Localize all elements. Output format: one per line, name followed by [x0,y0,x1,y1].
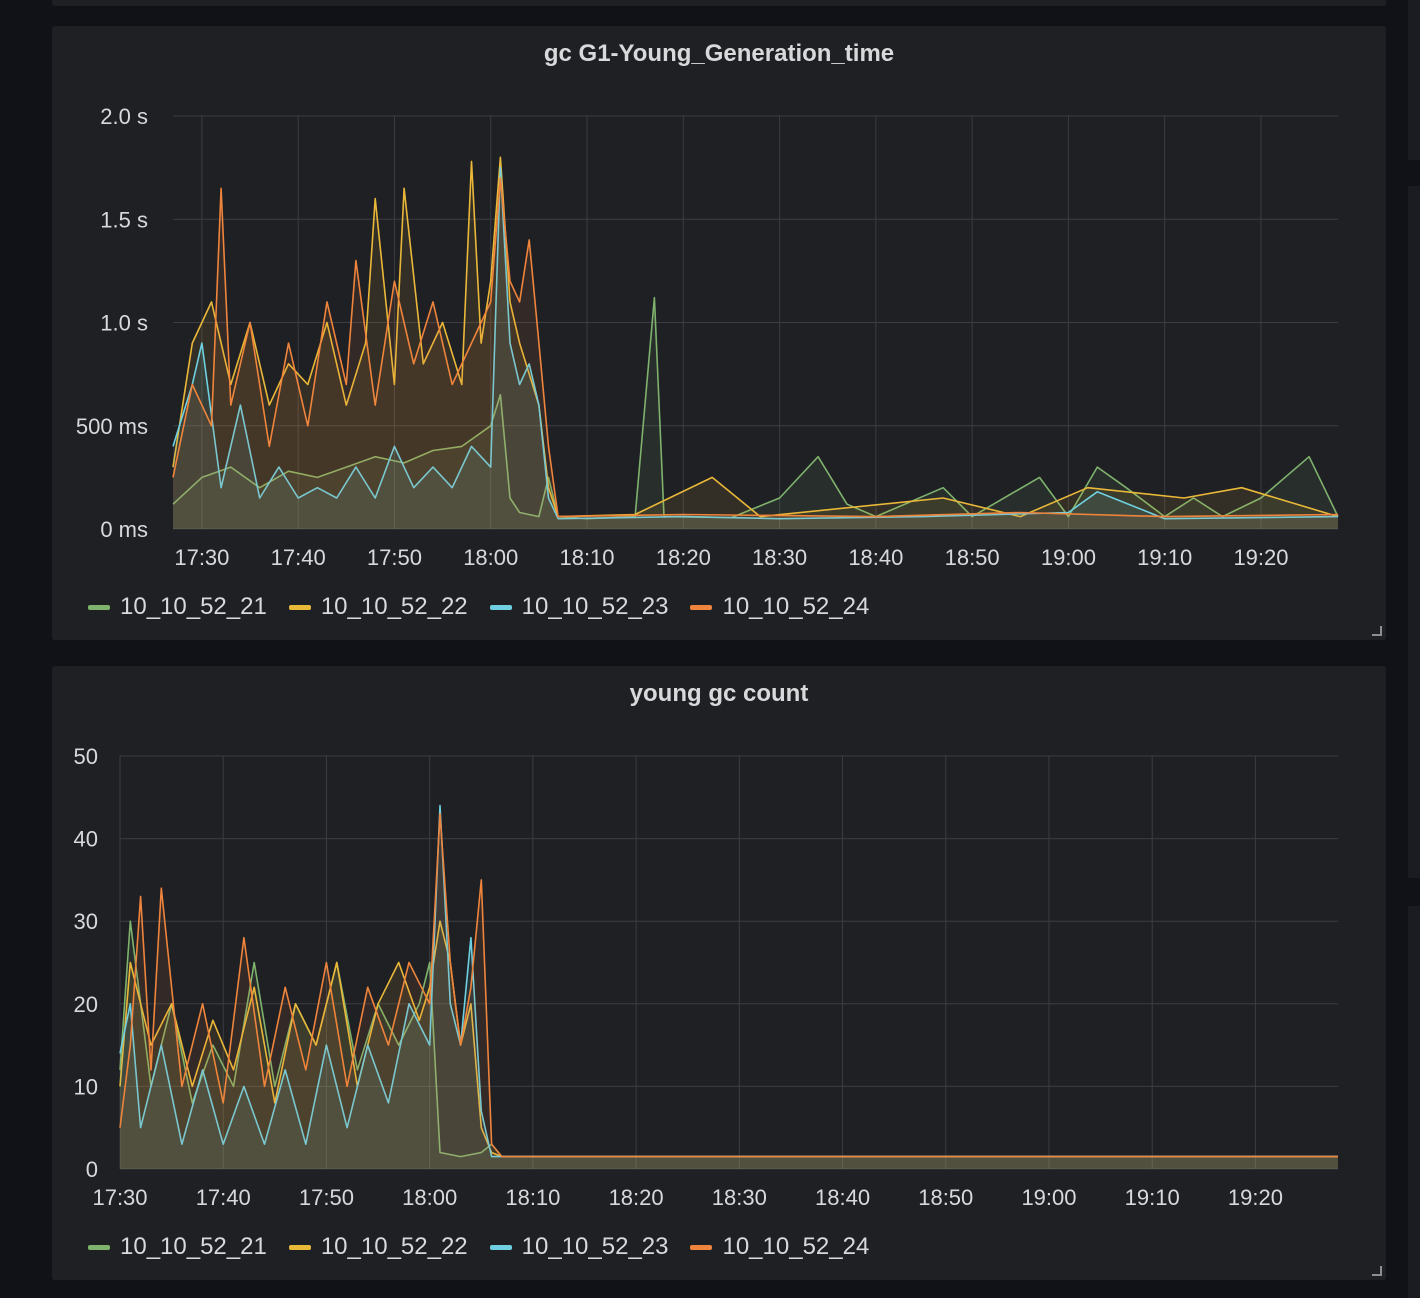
resize-handle-icon[interactable] [1372,1266,1382,1276]
x-tick-label: 18:00 [463,545,518,570]
gc-time-chart[interactable]: 0 ms 500 ms 1.0 s 1.5 s 2.0 s 17:30 17:40 17:50… [52,26,1386,640]
y-tick-label: 30 [74,909,98,934]
series-area-10_10_52_24 [173,177,1338,529]
legend-label: 10_10_52_21 [120,1233,267,1260]
legend-label: 10_10_52_22 [320,593,468,620]
gc-time-panel[interactable]: gc G1-Young_Generation_time 0 ms 500 ms 1.… [52,26,1386,640]
series-area-10_10_52_21 [173,297,1338,529]
young-gc-count-panel[interactable]: young gc count 0 10 20 30 40 50 17:30 17:40 17:5… [52,666,1386,1280]
x-tick-label: 19:10 [1137,545,1192,570]
right-edge-panel-strip [1408,186,1420,878]
panel-above-edge [52,0,1386,6]
legend: 10_10_52_21 10_10_52_22 10_10_52_23 10_1… [88,1233,869,1261]
x-tick-label: 19:20 [1233,545,1288,570]
panel-title[interactable]: gc G1-Young_Generation_time [543,40,895,67]
x-tick-label: 18:30 [752,545,807,570]
resize-handle-icon[interactable] [1372,626,1382,636]
x-tick-label: 18:20 [656,545,711,570]
legend-item[interactable]: 10_10_52_21 [88,1233,267,1261]
series-area-10_10_52_22 [120,921,1338,1169]
legend-swatch [489,604,512,610]
legend-item[interactable]: 10_10_52_23 [489,1233,669,1261]
x-tick-label: 17:50 [367,545,422,570]
y-tick-label: 20 [74,992,98,1017]
x-tick-label: 17:30 [174,545,229,570]
legend-label: 10_10_52_24 [722,593,870,620]
x-tick-label: 17:30 [92,1185,147,1210]
legend-label: 10_10_52_24 [722,1233,870,1260]
x-tick-label: 18:30 [712,1185,767,1210]
legend-label: 10_10_52_23 [521,1233,669,1260]
young-gc-count-chart[interactable]: 0 10 20 30 40 50 17:30 17:40 17:50 18:00 18:10 18:2… [52,666,1386,1280]
series-line-10_10_52_23[interactable] [119,804,1338,1158]
legend-label: 10_10_52_22 [320,1233,468,1260]
series-line-10_10_52_24[interactable] [119,813,1338,1158]
x-tick-label: 17:40 [196,1185,251,1210]
legend-swatch [88,1244,110,1250]
legend-swatch [690,604,713,610]
legend-item[interactable]: 10_10_52_21 [88,593,267,621]
x-tick-label: 18:50 [918,1185,973,1210]
legend: 10_10_52_21 10_10_52_22 10_10_52_23 10_1… [88,593,869,621]
grid [119,755,1338,1170]
legend-swatch [288,1244,311,1250]
legend-label: 10_10_52_21 [120,593,267,620]
series-line-10_10_52_23[interactable] [172,166,1339,520]
legend-swatch [489,1244,512,1250]
legend-label: 10_10_52_23 [521,593,669,620]
series-group [119,804,1338,1169]
panel-title[interactable]: young gc count [629,680,809,707]
legend-item[interactable]: 10_10_52_23 [489,593,669,621]
x-tick-label: 19:00 [1041,545,1096,570]
legend-item[interactable]: 10_10_52_22 [288,1233,468,1261]
right-edge-panel-strip [1408,0,1420,160]
legend-item[interactable]: 10_10_52_24 [690,1233,869,1261]
x-tick-label: 17:40 [271,545,326,570]
x-tick-label: 18:10 [505,1185,560,1210]
series-line-10_10_52_24[interactable] [172,177,1339,518]
x-tick-label: 18:10 [559,545,614,570]
legend-swatch [288,604,311,610]
right-edge-panel-strip [1408,906,1420,1298]
x-tick-label: 19:20 [1228,1185,1283,1210]
x-tick-label: 18:40 [815,1185,870,1210]
y-tick-label: 40 [74,827,98,852]
y-tick-label: 500 ms [76,414,148,439]
legend-item[interactable]: 10_10_52_24 [690,593,869,621]
x-tick-label: 18:00 [402,1185,457,1210]
y-tick-label: 0 [86,1157,98,1182]
series-area-10_10_52_23 [173,167,1338,529]
x-tick-label: 17:50 [299,1185,354,1210]
series-area-10_10_52_23 [120,805,1338,1169]
legend-swatch [88,604,110,610]
series-area-10_10_52_22 [173,157,1338,530]
x-tick-label: 18:20 [609,1185,664,1210]
x-tick-label: 18:40 [848,545,903,570]
x-tick-label: 19:10 [1125,1185,1180,1210]
y-tick-label: 2.0 s [100,104,148,129]
x-tick-label: 18:50 [945,545,1000,570]
x-tick-label: 19:00 [1021,1185,1076,1210]
legend-item[interactable]: 10_10_52_22 [288,593,468,621]
y-tick-label: 1.0 s [100,311,148,336]
y-tick-label: 50 [74,744,98,769]
legend-swatch [690,1244,713,1250]
series-area-10_10_52_24 [120,813,1338,1169]
y-tick-label: 1.5 s [100,207,148,232]
series-group [172,156,1339,530]
series-line-10_10_52_21[interactable] [172,296,1339,520]
y-tick-label: 10 [74,1074,98,1099]
y-tick-label: 0 ms [100,517,148,542]
